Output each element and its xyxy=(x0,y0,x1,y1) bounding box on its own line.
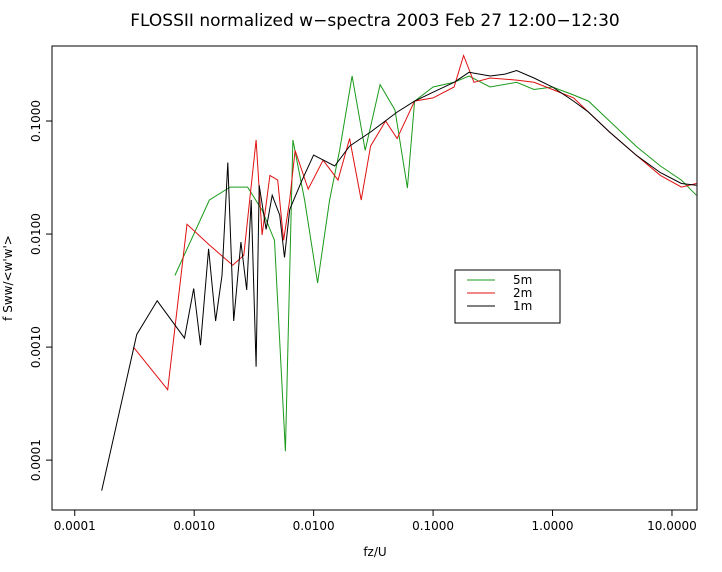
legend-label: 5m xyxy=(513,273,532,287)
series-line xyxy=(101,69,697,491)
x-tick-label: 10.0000 xyxy=(647,519,697,533)
y-axis-label: f Sww/<w'w'> xyxy=(1,235,15,321)
y-tick-label: 0.1000 xyxy=(29,100,43,142)
x-axis-label: fz/U xyxy=(363,545,386,559)
y-tick-label: 0.0001 xyxy=(29,439,43,481)
x-tick-label: 0.0010 xyxy=(173,519,215,533)
legend-label: 1m xyxy=(513,299,532,313)
x-tick-label: 0.0100 xyxy=(293,519,335,533)
chart-title: FLOSSII normalized w−spectra 2003 Feb 27… xyxy=(130,11,619,31)
plot-frame xyxy=(51,45,698,511)
x-tick-label: 0.0001 xyxy=(54,519,96,533)
legend-label: 2m xyxy=(513,286,532,300)
series-line xyxy=(174,75,697,452)
x-tick-label: 1.0000 xyxy=(532,519,574,533)
y-tick-label: 0.0010 xyxy=(29,326,43,368)
legend-box xyxy=(454,269,561,324)
y-tick-label: 0.0100 xyxy=(29,213,43,255)
x-tick-label: 0.1000 xyxy=(412,519,454,533)
series-line xyxy=(133,53,697,391)
